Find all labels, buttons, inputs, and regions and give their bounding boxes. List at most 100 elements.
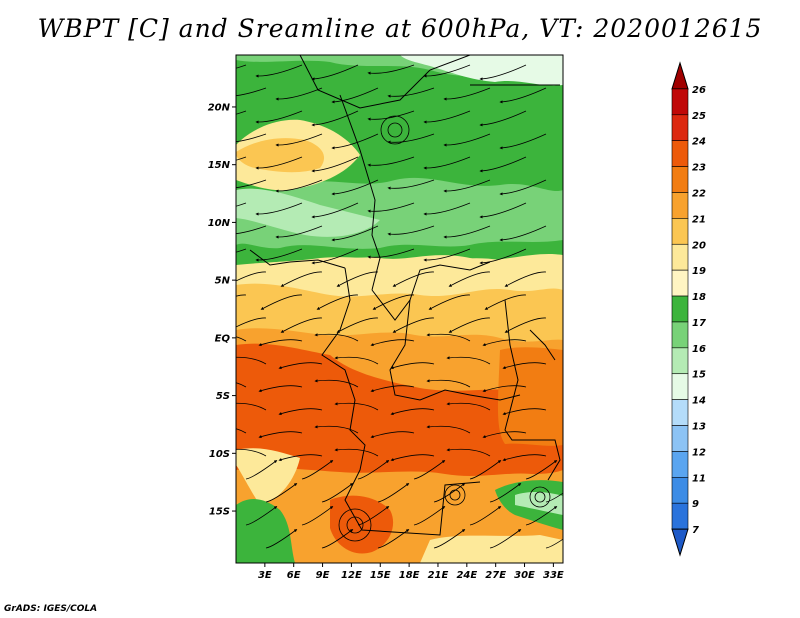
streamline: [255, 202, 303, 216]
colorbar-box: [671, 425, 689, 452]
colorbar-box: [671, 166, 689, 193]
streamline: [443, 133, 491, 147]
streamline-vortex: [449, 489, 461, 501]
streamline: [423, 248, 471, 262]
streamline: [236, 133, 267, 143]
streamline: [245, 506, 278, 526]
streamline: [311, 202, 359, 219]
streamline: [321, 529, 354, 549]
colorbar-box: [671, 243, 689, 271]
colorbar-box: [671, 269, 689, 297]
streamline: [236, 448, 267, 457]
streamlines: [236, 64, 563, 549]
colorbar-label: 19: [692, 266, 706, 277]
lon-tick-label: 33E: [543, 570, 564, 581]
streamline: [314, 333, 359, 342]
colorbar-box: [671, 399, 689, 426]
streamline: [443, 87, 491, 101]
streamline: [448, 271, 491, 287]
streamline: [236, 382, 247, 388]
streamline: [502, 408, 547, 416]
colorbar-box: [671, 88, 689, 116]
streamline: [479, 64, 527, 81]
colorbar-label: 14: [692, 396, 706, 407]
south-center-core: [330, 495, 394, 554]
streamline: [502, 362, 547, 370]
colorbar-label: 26: [692, 85, 706, 96]
lon-tick-label: 9E: [316, 570, 330, 581]
west-light-tongue: [236, 188, 380, 237]
lat-tick-label: 5S: [216, 391, 230, 402]
streamline: [255, 248, 303, 262]
streamline-vortex: [380, 115, 410, 145]
streamline: [236, 317, 267, 328]
streamline: [545, 492, 563, 503]
streamline: [236, 179, 267, 189]
streamline-vortex: [529, 486, 551, 508]
streamline: [499, 133, 547, 150]
streamline: [255, 156, 303, 170]
streamline: [423, 110, 471, 124]
lon-tick-label: 15E: [370, 570, 391, 581]
lon-tick-label: 21E: [428, 570, 449, 581]
streamline: [236, 156, 247, 161]
streamline: [236, 356, 267, 365]
streamline: [245, 460, 278, 480]
streamline-vortex: [444, 484, 466, 506]
streamline: [258, 431, 303, 439]
streamline: [426, 333, 471, 342]
colorbar-box: [671, 451, 689, 478]
streamline: [236, 64, 247, 69]
streamline: [236, 294, 247, 297]
streamline: [482, 431, 527, 439]
streamline: [275, 179, 323, 193]
streamline: [311, 110, 359, 127]
streamline: [258, 385, 303, 393]
streamline: [334, 402, 379, 411]
streamline: [482, 385, 527, 393]
south-east-light: [515, 492, 563, 515]
streamline: [545, 538, 563, 549]
colorbar-label: 25: [692, 111, 706, 122]
streamline: [390, 362, 435, 370]
colorbar-label: 7: [692, 525, 699, 536]
north-cool-patch: [400, 55, 563, 86]
streamline: [367, 64, 415, 75]
longitude-axis: 3E 6E 9E 12E 15E 18E 21E 24E 27E 30E 33E: [258, 563, 564, 581]
streamline: [479, 248, 527, 265]
streamline: [390, 408, 435, 416]
streamline: [275, 133, 323, 147]
streamline: [443, 179, 491, 193]
colorbar-label: 13: [692, 422, 706, 433]
colorbar-label: 22: [692, 188, 706, 199]
lon-tick-label: 18E: [399, 570, 420, 581]
colorbar-label: 16: [692, 344, 706, 355]
streamline: [311, 248, 359, 265]
streamline: [443, 225, 491, 239]
streamline: [504, 317, 547, 333]
streamline: [489, 483, 522, 503]
streamline: [255, 64, 303, 78]
streamline: [357, 460, 390, 480]
lat-tick-label: 5N: [215, 276, 231, 287]
streamline: [413, 506, 446, 526]
streamline: [311, 64, 359, 81]
streamline: [236, 271, 267, 282]
streamline: [275, 225, 323, 239]
map-frame: [235, 54, 564, 564]
streamline: [236, 202, 247, 207]
streamline: [367, 202, 415, 213]
streamline: [321, 483, 354, 503]
colorbar-box: [671, 140, 689, 167]
streamline: [482, 339, 527, 347]
streamline: [316, 294, 359, 310]
colorbar-label: 9: [692, 499, 699, 510]
streamline: [426, 425, 471, 434]
streamline: [387, 225, 435, 236]
streamline: [489, 529, 522, 549]
lon-tick-label: 3E: [258, 570, 272, 581]
colorbar-box: [671, 218, 689, 245]
streamline: [504, 271, 547, 287]
streamline: [236, 110, 247, 115]
